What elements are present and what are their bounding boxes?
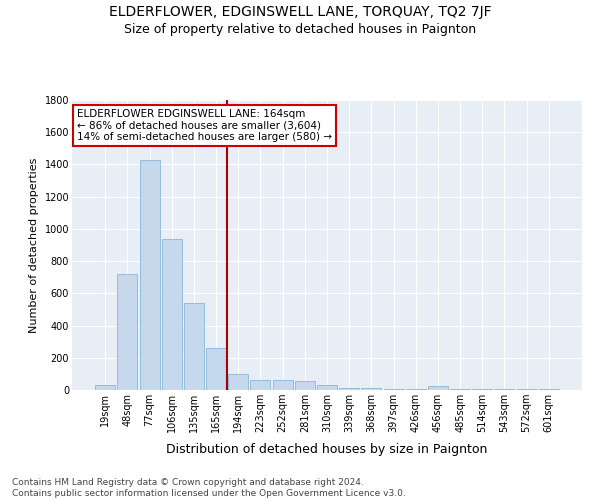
Bar <box>295 381 315 390</box>
Bar <box>406 389 426 390</box>
Bar <box>383 389 404 390</box>
Bar <box>517 389 536 390</box>
Bar <box>140 160 160 390</box>
Bar <box>162 238 182 390</box>
Y-axis label: Number of detached properties: Number of detached properties <box>29 158 39 332</box>
Bar <box>428 386 448 390</box>
Bar <box>472 389 492 390</box>
Text: ELDERFLOWER, EDGINSWELL LANE, TORQUAY, TQ2 7JF: ELDERFLOWER, EDGINSWELL LANE, TORQUAY, T… <box>109 5 491 19</box>
Bar <box>95 385 115 390</box>
Bar <box>250 380 271 390</box>
Text: ELDERFLOWER EDGINSWELL LANE: 164sqm
← 86% of detached houses are smaller (3,604): ELDERFLOWER EDGINSWELL LANE: 164sqm ← 86… <box>77 108 332 142</box>
Bar <box>539 389 559 390</box>
Text: Distribution of detached houses by size in Paignton: Distribution of detached houses by size … <box>166 442 488 456</box>
Bar <box>118 274 137 390</box>
Bar <box>206 348 226 390</box>
Bar <box>450 389 470 390</box>
Bar <box>184 303 204 390</box>
Text: Contains HM Land Registry data © Crown copyright and database right 2024.
Contai: Contains HM Land Registry data © Crown c… <box>12 478 406 498</box>
Bar <box>494 389 514 390</box>
Bar <box>272 380 293 390</box>
Bar <box>339 388 359 390</box>
Bar <box>317 385 337 390</box>
Bar <box>361 388 382 390</box>
Text: Size of property relative to detached houses in Paignton: Size of property relative to detached ho… <box>124 22 476 36</box>
Bar <box>228 374 248 390</box>
